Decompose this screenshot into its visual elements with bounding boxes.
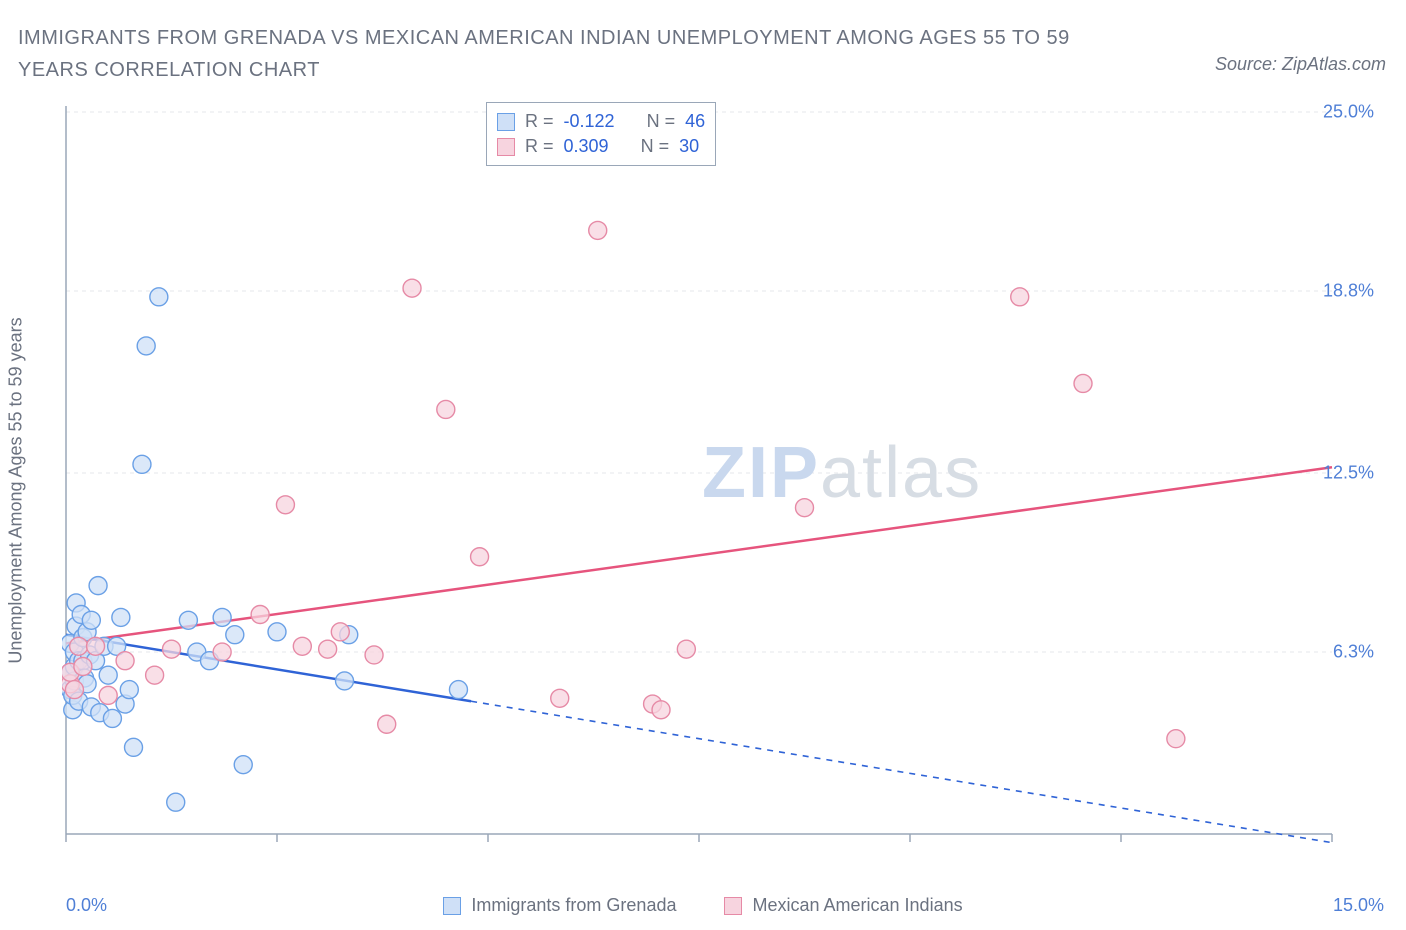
y-tick-label: 25.0% — [1323, 102, 1374, 123]
chart-title: IMMIGRANTS FROM GRENADA VS MEXICAN AMERI… — [18, 22, 1138, 86]
stats-n-label: N = — [647, 111, 676, 132]
points-series-a — [62, 288, 467, 811]
axes — [66, 106, 1332, 834]
y-tick-label: 18.8% — [1323, 281, 1374, 302]
stats-r-label: R = — [525, 136, 554, 157]
points-series-b — [62, 221, 1185, 747]
stats-row: R = -0.122 N = 46 — [497, 109, 705, 134]
legend: Immigrants from Grenada Mexican American … — [0, 895, 1406, 916]
stats-r-value: -0.122 — [564, 111, 615, 132]
stats-n-label: N = — [641, 136, 670, 157]
y-tick-label: 6.3% — [1333, 642, 1374, 663]
gridlines — [66, 112, 1332, 652]
stats-r-label: R = — [525, 111, 554, 132]
legend-swatch — [724, 897, 742, 915]
legend-label: Immigrants from Grenada — [471, 895, 676, 916]
stats-r-value: 0.309 — [564, 136, 609, 157]
plot-area: ZIPatlas 6.3%12.5%18.8%25.0% R =-0.122N … — [62, 102, 1386, 864]
x-ticks — [66, 834, 1332, 842]
scatter-svg — [62, 102, 1386, 864]
source-attribution: Source: ZipAtlas.com — [1215, 22, 1386, 75]
trend-line-a — [66, 635, 1332, 843]
stats-n-value: 46 — [685, 111, 705, 132]
y-axis-label: Unemployment Among Ages 55 to 59 years — [6, 317, 27, 663]
title-row: IMMIGRANTS FROM GRENADA VS MEXICAN AMERI… — [18, 22, 1386, 86]
legend-item: Immigrants from Grenada — [443, 895, 676, 916]
stats-n-value: 30 — [679, 136, 699, 157]
stats-box: R =-0.122N =46R =0.309N =30 — [486, 102, 716, 166]
stats-swatch — [497, 113, 515, 131]
chart-container: IMMIGRANTS FROM GRENADA VS MEXICAN AMERI… — [0, 0, 1406, 930]
legend-swatch — [443, 897, 461, 915]
y-tick-label: 12.5% — [1323, 463, 1374, 484]
stats-row: R = 0.309 N = 30 — [497, 134, 705, 159]
legend-label: Mexican American Indians — [752, 895, 962, 916]
legend-item: Mexican American Indians — [724, 895, 962, 916]
stats-swatch — [497, 138, 515, 156]
